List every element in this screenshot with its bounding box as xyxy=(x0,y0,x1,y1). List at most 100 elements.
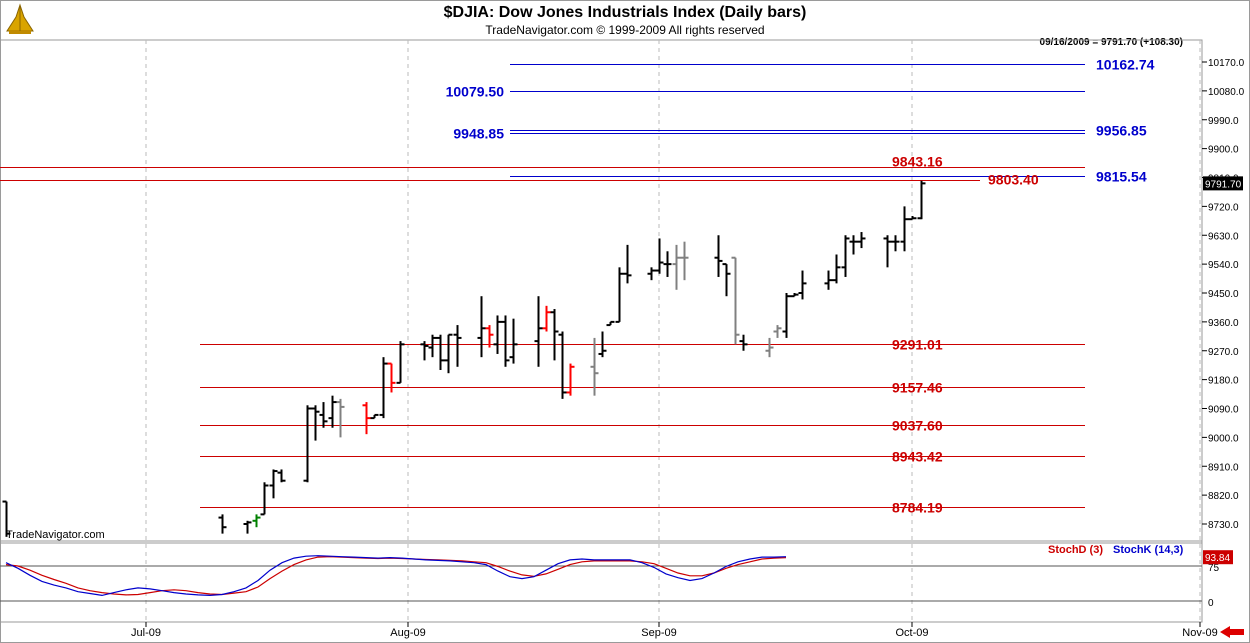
ohlc-bar xyxy=(387,362,396,393)
ohlc-bar xyxy=(647,267,656,281)
ohlc-bar xyxy=(453,325,462,367)
ohlc-bar xyxy=(485,325,494,348)
ohlc-bar xyxy=(615,267,624,323)
ohlc-bar xyxy=(396,341,405,384)
watermark: TradeNavigator.com xyxy=(6,529,105,541)
ohlc-bar xyxy=(269,469,278,499)
price-panel-border xyxy=(0,39,1203,542)
ohlc-bar xyxy=(731,256,740,345)
ohlc-bar xyxy=(900,206,909,252)
y-tick-label: 9900.0 xyxy=(1208,145,1239,156)
stoch-series-line xyxy=(5,555,787,597)
ohlc-bar xyxy=(260,482,269,516)
level-label: 9291.01 xyxy=(892,337,943,353)
ohlc-bar xyxy=(798,270,807,300)
ohlc-bar xyxy=(542,305,551,332)
y-tick-label: 10080.0 xyxy=(1208,87,1245,98)
level-label: 10162.74 xyxy=(1096,57,1155,73)
x-tick-label: Sep-09 xyxy=(641,627,676,639)
y-tick-label: 8730.0 xyxy=(1208,520,1239,531)
ohlc-bar xyxy=(362,402,371,435)
ohlc-bar xyxy=(336,398,345,438)
y-tick-label: 9000.0 xyxy=(1208,433,1239,444)
level-label: 9815.54 xyxy=(1096,169,1147,185)
x-tick-label: Jul-09 xyxy=(131,627,161,639)
stoch-tick-label: 75 xyxy=(1208,563,1220,574)
y-tick-label: 9720.0 xyxy=(1208,202,1239,213)
stoch-tick-label: 0 xyxy=(1208,598,1214,609)
last-price-tag-label: 9791.70 xyxy=(1205,179,1242,190)
y-tick-label: 9180.0 xyxy=(1208,376,1239,387)
level-label: 9037.60 xyxy=(892,418,943,434)
ohlc-bar xyxy=(303,405,312,483)
ohlc-bar xyxy=(493,315,502,354)
ohlc-bar xyxy=(790,293,799,298)
ohlc-bar xyxy=(328,395,337,428)
ohlc-bar xyxy=(319,402,328,428)
ohlc-bar xyxy=(824,270,833,290)
ohlc-bar xyxy=(566,363,575,396)
ohlc-bar xyxy=(311,405,320,441)
ohlc-bar xyxy=(857,232,866,249)
level-label: 9803.40 xyxy=(988,172,1039,188)
ohlc-bar xyxy=(243,520,252,534)
ohlc-bar xyxy=(765,337,774,358)
level-label: 9157.46 xyxy=(892,380,943,396)
ohlc-bar xyxy=(436,334,445,370)
chart-subtitle: TradeNavigator.com © 1999-2009 All right… xyxy=(485,23,765,37)
ohlc-bar xyxy=(606,320,615,327)
x-tick-label: Aug-09 xyxy=(390,627,425,639)
ohlc-bar xyxy=(277,469,286,483)
level-label: 9956.85 xyxy=(1096,123,1147,139)
ohlc-bar xyxy=(739,334,748,351)
y-tick-label: 9630.0 xyxy=(1208,231,1239,242)
ohlc-bar xyxy=(841,235,850,277)
stoch-panel-border xyxy=(0,542,1203,623)
last-price-tag xyxy=(1203,176,1243,191)
ohlc-bar xyxy=(534,296,543,367)
scroll-right-arrow-icon[interactable] xyxy=(1218,624,1246,640)
legend-stochd: StochD (3) xyxy=(1048,544,1103,556)
y-tick-label: 9090.0 xyxy=(1208,405,1239,416)
stoch-series-line xyxy=(5,556,787,596)
ohlc-bar xyxy=(2,500,11,537)
level-label: 9948.85 xyxy=(453,126,504,142)
chart-title: $DJIA: Dow Jones Industrials Index (Dail… xyxy=(443,4,807,21)
level-label: 10079.50 xyxy=(446,84,505,100)
ohlc-bar xyxy=(849,235,858,255)
y-tick-label: 9540.0 xyxy=(1208,260,1239,271)
y-tick-label: 9360.0 xyxy=(1208,318,1239,329)
ohlc-bar xyxy=(722,263,731,297)
level-label: 8943.42 xyxy=(892,449,943,465)
y-tick-label: 10170.0 xyxy=(1208,58,1245,69)
y-tick-label: 9450.0 xyxy=(1208,289,1239,300)
ohlc-bar xyxy=(773,325,782,338)
y-tick-label: 8820.0 xyxy=(1208,491,1239,502)
ohlc-bar xyxy=(623,244,632,284)
ohlc-bar xyxy=(782,293,791,338)
ohlc-bar xyxy=(420,341,429,361)
y-tick-label: 9990.0 xyxy=(1208,116,1239,127)
x-tick-label: Nov-09 xyxy=(1182,627,1217,639)
legend-stochk: StochK (14,3) xyxy=(1113,544,1184,556)
ohlc-bar xyxy=(680,241,689,281)
ohlc-bar xyxy=(590,337,599,396)
ohlc-bar xyxy=(883,235,892,268)
y-tick-label: 9270.0 xyxy=(1208,347,1239,358)
ohlc-bar xyxy=(714,235,723,277)
ohlc-bar xyxy=(891,235,900,252)
level-label: 8784.19 xyxy=(892,500,943,516)
y-tick-label: 8910.0 xyxy=(1208,462,1239,473)
ohlc-bar xyxy=(444,333,453,374)
ohlc-bar xyxy=(672,244,681,290)
ohlc-bar xyxy=(598,331,607,358)
stoch-last-tag xyxy=(1203,550,1233,565)
stoch-last-tag-label: 93.84 xyxy=(1205,553,1230,564)
ohlc-bar xyxy=(477,296,486,358)
ohlc-bar xyxy=(550,309,559,361)
ohlc-bar xyxy=(917,180,926,220)
ohlc-bar xyxy=(908,216,917,221)
ohlc-bar xyxy=(832,254,841,284)
